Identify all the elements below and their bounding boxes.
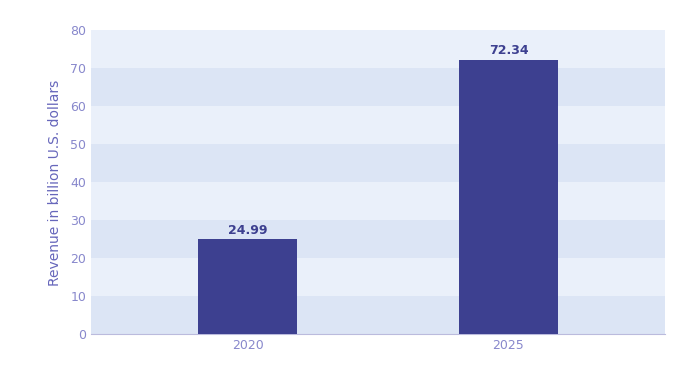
Bar [91,220,665,258]
Bar [91,144,665,182]
Bar [91,30,665,68]
Bar [91,258,665,296]
Bar [91,182,665,220]
Bar [459,60,558,334]
Text: 72.34: 72.34 [489,44,528,57]
Bar [91,296,665,334]
Y-axis label: Revenue in billion U.S. dollars: Revenue in billion U.S. dollars [48,79,62,285]
Bar [198,239,297,334]
Bar [91,68,665,106]
Bar [91,106,665,144]
Text: 24.99: 24.99 [228,224,267,237]
